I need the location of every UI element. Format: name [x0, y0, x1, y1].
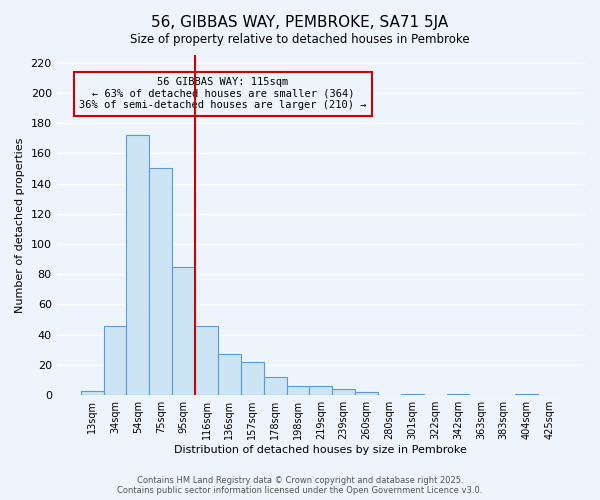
Text: Contains HM Land Registry data © Crown copyright and database right 2025.
Contai: Contains HM Land Registry data © Crown c… [118, 476, 482, 495]
Bar [127, 135, 149, 395]
Bar [80, 390, 104, 395]
Bar [287, 386, 310, 395]
Bar [195, 326, 218, 395]
Bar [446, 394, 469, 395]
Bar [172, 266, 195, 395]
Text: 56, GIBBAS WAY, PEMBROKE, SA71 5JA: 56, GIBBAS WAY, PEMBROKE, SA71 5JA [151, 15, 449, 30]
Bar [310, 386, 332, 395]
Bar [263, 377, 287, 395]
Bar [332, 389, 355, 395]
Bar [515, 394, 538, 395]
Text: Size of property relative to detached houses in Pembroke: Size of property relative to detached ho… [130, 32, 470, 46]
Bar [149, 168, 172, 395]
X-axis label: Distribution of detached houses by size in Pembroke: Distribution of detached houses by size … [175, 445, 467, 455]
Bar [104, 326, 127, 395]
Bar [355, 392, 378, 395]
Y-axis label: Number of detached properties: Number of detached properties [15, 138, 25, 313]
Bar [218, 354, 241, 395]
Text: 56 GIBBAS WAY: 115sqm
← 63% of detached houses are smaller (364)
36% of semi-det: 56 GIBBAS WAY: 115sqm ← 63% of detached … [79, 77, 367, 110]
Bar [401, 394, 424, 395]
Bar [241, 362, 263, 395]
